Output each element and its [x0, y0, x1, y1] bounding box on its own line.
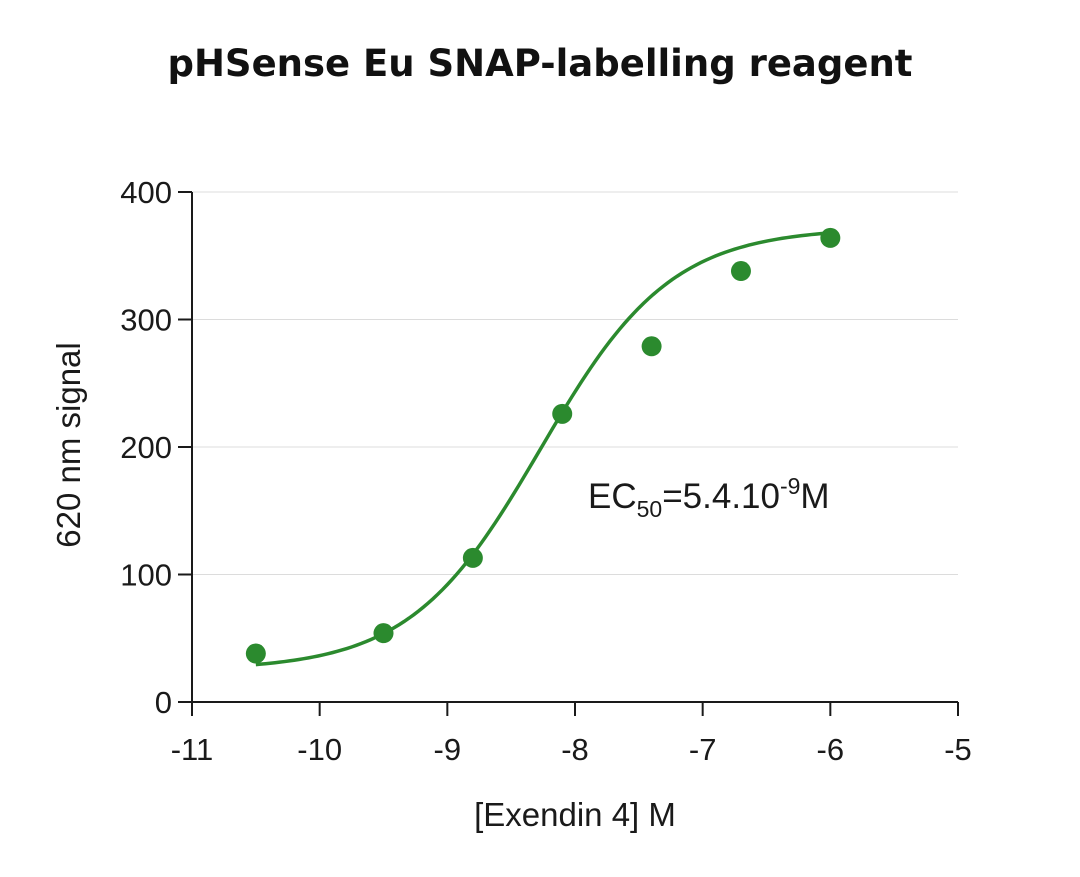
- x-tick-label: -10: [297, 732, 342, 767]
- y-tick-label: 100: [120, 558, 172, 593]
- data-point: [820, 227, 841, 248]
- chart-title: pHSense Eu SNAP-labelling reagent: [167, 42, 913, 85]
- data-point: [552, 403, 573, 424]
- x-tick-label: -7: [689, 732, 717, 767]
- grid-lines: [192, 191, 958, 575]
- data-point: [641, 336, 662, 357]
- x-tick-label: -9: [434, 732, 462, 767]
- y-axis-label: 620 nm signal: [50, 342, 87, 547]
- y-tick-label: 200: [120, 430, 172, 465]
- y-tick-label: 0: [155, 685, 172, 720]
- annotation-prefix: EC: [588, 477, 637, 516]
- y-tick-label: 300: [120, 303, 172, 338]
- data-point: [730, 261, 751, 282]
- x-tick-label: -8: [561, 732, 589, 767]
- fit-curve: [255, 231, 831, 667]
- data-point: [462, 547, 483, 568]
- annotation-superscript: -9: [780, 473, 800, 499]
- fit-curve-group: [255, 231, 831, 667]
- ticks: 0 100 200 300 400 -11 -10 -9 -8 -7 -6 -5: [120, 175, 972, 767]
- annotation-middle: =5.4.10: [662, 477, 780, 516]
- x-tick-label: -11: [171, 732, 214, 767]
- ec50-annotation: EC50=5.4.10-9M: [588, 473, 830, 522]
- data-point: [373, 623, 394, 644]
- x-tick-label: -5: [944, 732, 972, 767]
- data-points: [245, 227, 841, 664]
- annotation-suffix: M: [800, 477, 829, 516]
- x-axis-label: [Exendin 4] M: [474, 796, 676, 833]
- annotation-subscript: 50: [637, 496, 663, 522]
- y-tick-label: 400: [120, 175, 172, 210]
- x-tick-label: -6: [817, 732, 845, 767]
- data-point: [245, 643, 266, 664]
